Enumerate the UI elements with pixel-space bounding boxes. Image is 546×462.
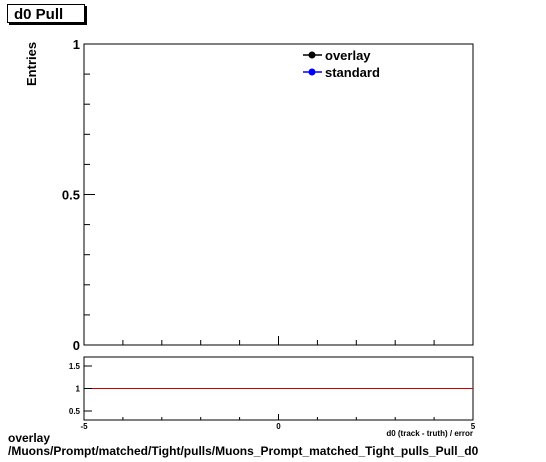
legend-label-standard: standard — [325, 65, 380, 80]
main-y-axis: 00.51 — [62, 37, 95, 353]
footer-line-1: overlay — [8, 431, 51, 445]
legend-item-overlay: overlay — [303, 48, 371, 63]
y-axis-label: Entries — [24, 42, 39, 86]
legend-label-overlay: overlay — [325, 48, 371, 63]
legend-item-standard: standard — [303, 65, 380, 80]
ratio-x-tick-label: -5 — [80, 422, 88, 431]
ratio-y-tick-label: 1 — [76, 385, 81, 394]
main-y-tick-label: 1 — [73, 37, 80, 52]
chart-title: d0 Pull — [7, 4, 85, 23]
legend-marker-standard — [308, 68, 316, 76]
footer: overlay /Muons/Prompt/matched/Tight/pull… — [8, 432, 478, 458]
ratio-x-axis: -5 0 5 — [80, 414, 476, 431]
legend-marker-overlay — [308, 51, 316, 59]
x-axis-label: d0 (track - truth) / error — [386, 429, 473, 438]
ratio-x-tick-label: 0 — [276, 422, 281, 431]
main-x-axis — [83, 336, 474, 345]
legend: overlay standard — [303, 48, 380, 80]
main-y-tick-label: 0 — [73, 338, 80, 353]
ratio-y-tick-label: 0.5 — [69, 407, 81, 416]
ratio-y-tick-label: 1.5 — [69, 362, 81, 371]
ratio-x-tick-label: 5 — [471, 422, 476, 431]
main-plot-frame — [83, 43, 474, 346]
ratio-y-axis: 0.5 1 1.5 — [69, 362, 92, 416]
main-y-tick-label: 0.5 — [62, 188, 80, 203]
footer-path: /Muons/Prompt/matched/Tight/pulls/Muons_… — [8, 444, 479, 458]
